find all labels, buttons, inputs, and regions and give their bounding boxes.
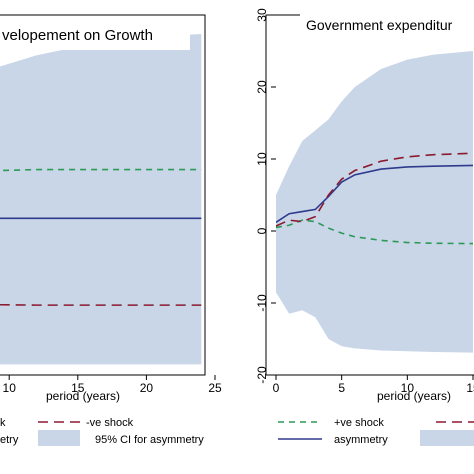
right-y-tick-layer: -20 -10 0 10 20 30 xyxy=(255,8,276,384)
right-legend-asymmetry-label: asymmetry xyxy=(334,434,388,446)
right-y-tick-label: 30 xyxy=(255,8,269,22)
right-x-tick-layer: 0 5 10 15 xyxy=(273,375,474,395)
right-legend-pos-shock-label: +ve shock xyxy=(334,417,384,429)
left-x-tick-label: 15 xyxy=(71,381,85,395)
right-series-ve-shock xyxy=(276,152,474,227)
right-ci-band xyxy=(276,51,473,353)
left-legend: k -ve shock etry 95% CI for asymmetry xyxy=(0,417,204,446)
right-chart-title: Government expenditur xyxy=(306,17,453,33)
right-x-tick-label: 15 xyxy=(466,381,474,395)
left-ci-band xyxy=(0,34,202,365)
left-series-ve-shock xyxy=(0,303,202,306)
right-x-tick-label: 5 xyxy=(338,381,345,395)
right-panel: -20 -10 0 10 20 30 0 5 10 15 Government expendit… xyxy=(255,8,474,446)
right-y-tick-label: 10 xyxy=(255,152,269,166)
left-panel: 10 15 20 25 velopement on Growth period (ye… xyxy=(0,14,222,446)
right-x-tick-label: 10 xyxy=(401,381,415,395)
left-ci-band-layer xyxy=(0,34,202,365)
left-x-tick-label: 20 xyxy=(140,381,154,395)
right-legend: +ve shock asymmetry xyxy=(278,417,474,446)
right-y-tick-label: -20 xyxy=(255,366,269,384)
left-series-ve-shock xyxy=(0,168,202,172)
left-legend-shock-label: k xyxy=(0,417,6,429)
left-x-axis-label: period (years) xyxy=(46,389,120,403)
right-x-axis-label: period (years) xyxy=(377,389,451,403)
left-legend-ci-label: 95% CI for asymmetry xyxy=(95,434,204,446)
right-y-tick-label: 20 xyxy=(255,80,269,94)
left-x-tick-label: 25 xyxy=(208,381,222,395)
left-series-asymmetry xyxy=(0,217,202,220)
right-series-asymmetry xyxy=(276,164,474,224)
right-y-tick-label: -10 xyxy=(255,294,269,312)
left-legend-neg-shock-label: -ve shock xyxy=(86,417,134,429)
left-legend-ci-swatch xyxy=(38,430,80,446)
right-y-tick-label: 0 xyxy=(255,227,269,234)
right-legend-ci-swatch xyxy=(420,430,474,446)
left-x-tick-layer: 10 15 20 25 xyxy=(3,375,222,395)
left-title-box xyxy=(0,20,190,50)
right-ci-band-layer xyxy=(276,51,473,353)
right-line-layer xyxy=(276,152,474,245)
right-x-tick-label: 0 xyxy=(273,381,280,395)
left-line-layer xyxy=(0,168,202,306)
left-chart-title: velopement on Growth xyxy=(2,27,153,44)
right-title-box xyxy=(300,12,474,40)
left-legend-asymmetry-label: etry xyxy=(0,434,19,446)
left-x-tick-label: 10 xyxy=(3,381,17,395)
